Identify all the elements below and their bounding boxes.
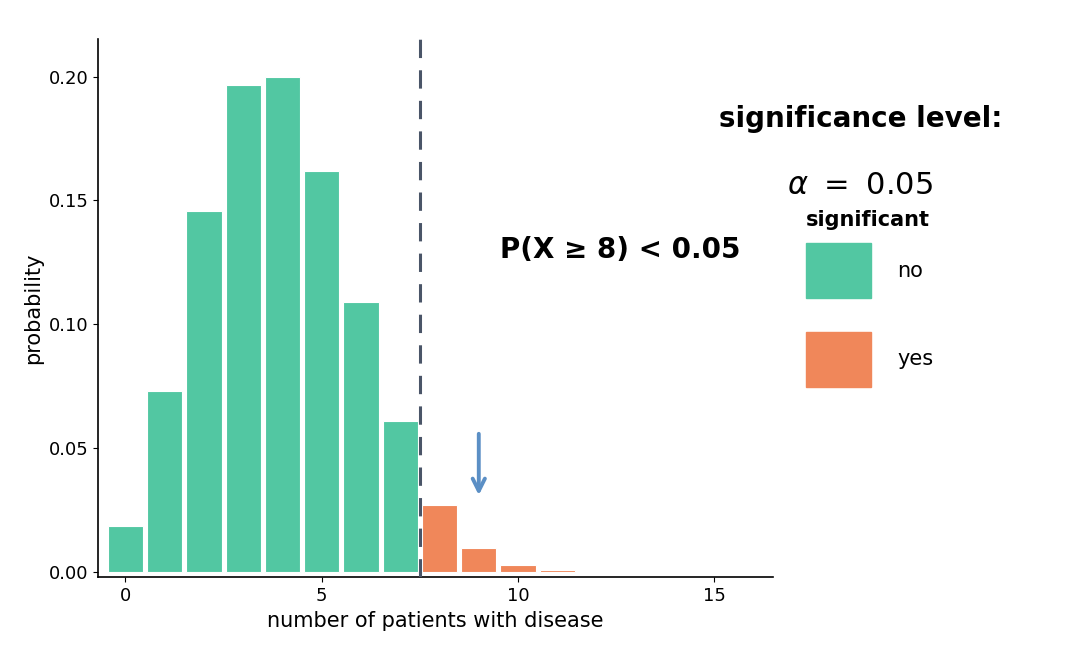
Bar — [540, 570, 575, 572]
Text: P(X ≥ 8) < 0.05: P(X ≥ 8) < 0.05 — [500, 236, 741, 264]
Bar — [806, 332, 871, 387]
Y-axis label: probability: probability — [23, 253, 42, 364]
X-axis label: number of patients with disease: number of patients with disease — [268, 611, 603, 630]
Bar — [147, 391, 182, 572]
Text: $\it{\alpha}$ $=$ $0.05$: $\it{\alpha}$ $=$ $0.05$ — [787, 171, 933, 199]
Bar — [461, 548, 497, 572]
Bar — [225, 85, 261, 572]
Bar — [806, 243, 871, 298]
Bar — [108, 525, 143, 572]
Bar — [421, 505, 457, 572]
Bar — [265, 77, 301, 572]
Bar — [343, 302, 379, 572]
Text: significant: significant — [806, 210, 930, 230]
Bar — [186, 211, 222, 572]
Text: significance level:: significance level: — [719, 105, 1002, 133]
Bar — [382, 421, 418, 572]
Bar — [304, 171, 340, 572]
Text: yes: yes — [897, 350, 933, 369]
Text: no: no — [897, 261, 923, 281]
Bar — [500, 565, 536, 572]
